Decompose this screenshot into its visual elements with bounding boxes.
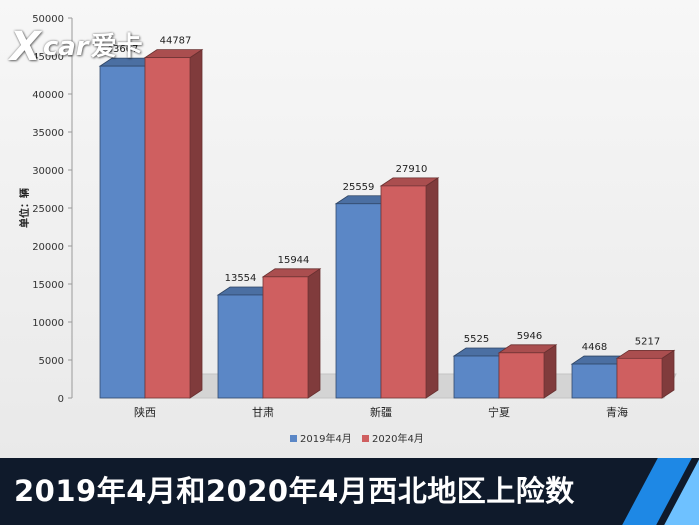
bar-2020 — [262, 276, 309, 399]
bar-2019 — [335, 203, 382, 399]
x-tick-label: 青海 — [606, 405, 628, 419]
data-label: 5525 — [464, 334, 489, 345]
data-label: 27910 — [396, 164, 428, 175]
banner-title: 2019年4月和2020年4月西北地区上险数 — [14, 474, 575, 508]
y-tick-label: 25000 — [32, 204, 64, 215]
y-tick-label: 20000 — [32, 242, 64, 253]
bar-2020 — [380, 185, 427, 399]
data-label: 43667 — [107, 44, 139, 55]
bar-side-2020 — [189, 48, 203, 399]
logo-car: car — [42, 32, 89, 62]
x-tick-label: 宁夏 — [488, 405, 510, 419]
y-tick-label: 50000 — [32, 14, 64, 25]
data-label: 5946 — [517, 331, 542, 342]
data-label: 13554 — [225, 273, 257, 284]
y-axis-title: 单位：辆 — [18, 188, 31, 228]
y-tick-label: 35000 — [32, 128, 64, 139]
title-banner: 2019年4月和2020年4月西北地区上险数 — [0, 458, 699, 525]
legend-swatch — [362, 435, 369, 442]
chart-area: 0 5000 10000 15000 20000 25000 30000 35000 40000… — [0, 0, 699, 458]
y-tick-label: 40000 — [32, 90, 64, 101]
data-label: 4468 — [582, 342, 607, 353]
y-tick-label: 0 — [58, 394, 64, 405]
logo-x: X — [10, 24, 41, 70]
data-label: 15944 — [278, 255, 310, 266]
legend-swatch — [290, 435, 297, 442]
y-tick-label: 15000 — [32, 280, 64, 291]
y-tick-label: 10000 — [32, 318, 64, 329]
x-tick-label: 甘肃 — [252, 406, 274, 419]
bar-2020 — [498, 352, 545, 399]
y-tick-label: 30000 — [32, 166, 64, 177]
y-tick-label: 5000 — [39, 356, 64, 367]
logo-cn: 爱卡 — [90, 32, 143, 62]
data-label: 25559 — [343, 182, 375, 193]
data-label: 5217 — [635, 336, 660, 347]
x-tick-label: 新疆 — [370, 405, 392, 419]
bar-side-2020 — [425, 177, 439, 399]
legend-label: 2019年4月 — [300, 432, 352, 445]
data-label: 44787 — [160, 36, 192, 47]
bar-chart: 0 5000 10000 15000 20000 25000 30000 35000 40000… — [18, 14, 677, 445]
x-tick-label: 陕西 — [134, 405, 156, 419]
bar-2019 — [453, 355, 500, 399]
bar-2019 — [571, 363, 618, 399]
bar-2019 — [217, 294, 264, 399]
xcar-logo: X car 爱卡 — [10, 24, 143, 70]
legend-label: 2020年4月 — [372, 432, 424, 445]
bar-2020 — [616, 357, 663, 399]
y-tick-label: 45000 — [32, 52, 64, 63]
bar-2019 — [99, 65, 146, 399]
bar-side-2020 — [543, 344, 557, 399]
bar-side-2020 — [307, 268, 321, 399]
bar-2020 — [144, 57, 191, 399]
